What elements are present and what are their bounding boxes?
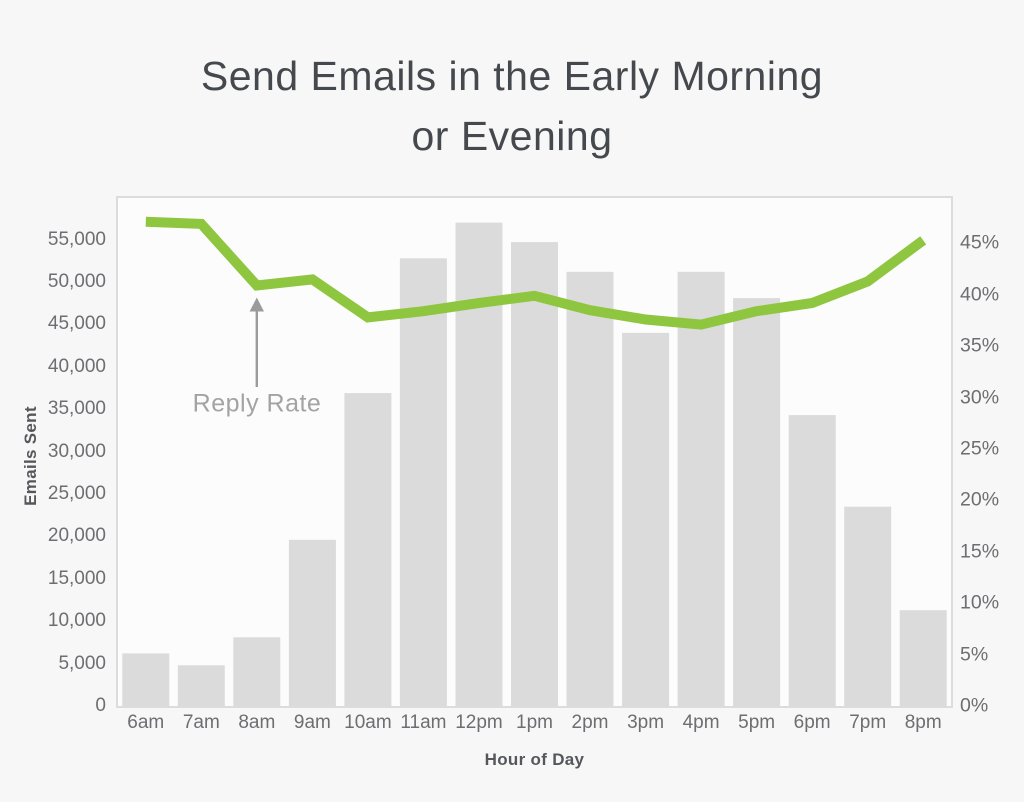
x-tick-12pm: 12pm bbox=[455, 712, 503, 733]
x-tick-6pm: 6pm bbox=[793, 712, 831, 733]
x-tick-8am: 8am bbox=[238, 712, 276, 733]
y-left-tick-15,000: 15,000 bbox=[47, 567, 106, 589]
bar-10am bbox=[344, 393, 392, 706]
y-right-tick-20%: 20% bbox=[960, 488, 1000, 511]
x-tick-10am: 10am bbox=[344, 712, 392, 733]
x-tick-3pm: 3pm bbox=[627, 712, 665, 733]
x-tick-2pm: 2pm bbox=[571, 712, 609, 733]
y-right-tick-0%: 0% bbox=[960, 694, 989, 717]
y-left-tick-20,000: 20,000 bbox=[47, 525, 106, 547]
bar-7am bbox=[177, 665, 225, 706]
bar-2pm bbox=[566, 271, 614, 706]
y-left-tick-5,000: 5,000 bbox=[58, 652, 106, 674]
bar-3pm bbox=[622, 332, 670, 706]
x-tick-4pm: 4pm bbox=[682, 712, 720, 733]
bar-6pm bbox=[788, 415, 836, 706]
chart-title-line-1: Send Emails in the Early Morning bbox=[200, 53, 824, 99]
reply-rate-annotation-label: Reply Rate bbox=[192, 389, 322, 418]
chart-title: Send Emails in the Early Morning or Even… bbox=[0, 46, 1024, 166]
x-tick-11am: 11am bbox=[400, 712, 447, 733]
bar-5pm bbox=[733, 298, 781, 706]
chart-canvas bbox=[122, 216, 947, 706]
y-left-tick-10,000: 10,000 bbox=[47, 610, 106, 632]
reply-rate-line bbox=[145, 216, 927, 330]
x-axis-title-hour-of-day: Hour of Day bbox=[484, 750, 585, 769]
bar-4pm bbox=[677, 271, 725, 706]
x-tick-7pm: 7pm bbox=[849, 712, 887, 733]
bar-8pm bbox=[899, 610, 947, 706]
bar-8am bbox=[233, 637, 281, 706]
x-tick-6am: 6am bbox=[127, 712, 165, 733]
x-tick-8pm: 8pm bbox=[904, 712, 942, 733]
y-right-tick-35%: 35% bbox=[960, 334, 1000, 357]
y-right-tick-45%: 45% bbox=[960, 231, 1000, 254]
y-right-tick-10%: 10% bbox=[960, 591, 1000, 614]
y-right-tick-30%: 30% bbox=[960, 386, 1000, 409]
y-left-tick-45,000: 45,000 bbox=[47, 313, 106, 335]
bar-6am bbox=[122, 653, 170, 706]
y-left-tick-55,000: 55,000 bbox=[47, 228, 106, 250]
y-left-tick-40,000: 40,000 bbox=[47, 355, 106, 377]
y-left-tick-30,000: 30,000 bbox=[47, 440, 106, 462]
reply-rate-arrow-icon bbox=[249, 297, 264, 387]
bar-9am bbox=[288, 539, 336, 706]
y-right-tick-25%: 25% bbox=[960, 437, 1000, 460]
y-left-tick-35,000: 35,000 bbox=[47, 398, 106, 420]
x-tick-5pm: 5pm bbox=[738, 712, 776, 733]
bar-11am bbox=[399, 258, 447, 706]
y-right-tick-5%: 5% bbox=[960, 643, 989, 666]
y-right-tick-40%: 40% bbox=[960, 283, 1000, 306]
x-tick-7am: 7am bbox=[182, 712, 220, 733]
y-left-tick-50,000: 50,000 bbox=[47, 271, 106, 292]
bar-1pm bbox=[511, 242, 558, 706]
x-tick-1pm: 1pm bbox=[516, 712, 553, 733]
chart-title-line-2: or Evening bbox=[411, 113, 613, 159]
x-tick-9am: 9am bbox=[293, 712, 331, 733]
bar-12pm bbox=[455, 222, 503, 706]
plot-area bbox=[116, 196, 953, 708]
y-left-tick-0: 0 bbox=[95, 695, 106, 716]
y-right-tick-15%: 15% bbox=[960, 540, 1000, 563]
bar-7pm bbox=[844, 506, 892, 706]
y-left-tick-25,000: 25,000 bbox=[47, 483, 106, 504]
